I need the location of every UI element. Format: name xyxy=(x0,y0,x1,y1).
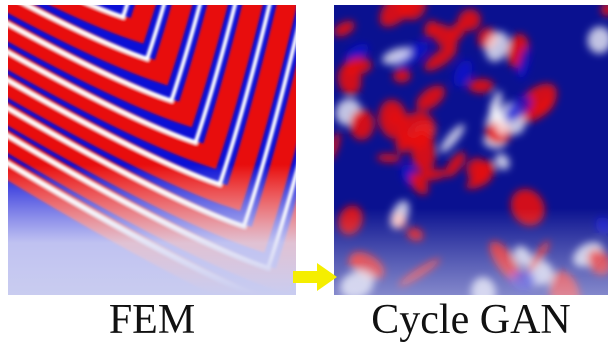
fem-caption: FEM xyxy=(108,297,196,343)
fem-wave-image xyxy=(8,5,296,295)
cycle-gan-caption: Cycle GAN xyxy=(371,297,571,343)
fem-wave-pattern xyxy=(8,5,296,295)
right-arrow-icon xyxy=(293,263,337,291)
cycle-gan-pattern xyxy=(334,5,608,295)
cycle-gan-image xyxy=(334,5,608,295)
